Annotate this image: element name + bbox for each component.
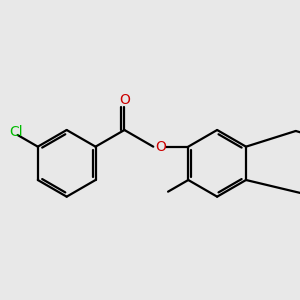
Text: Cl: Cl bbox=[9, 125, 23, 139]
Text: O: O bbox=[119, 93, 130, 107]
Text: O: O bbox=[155, 140, 166, 154]
